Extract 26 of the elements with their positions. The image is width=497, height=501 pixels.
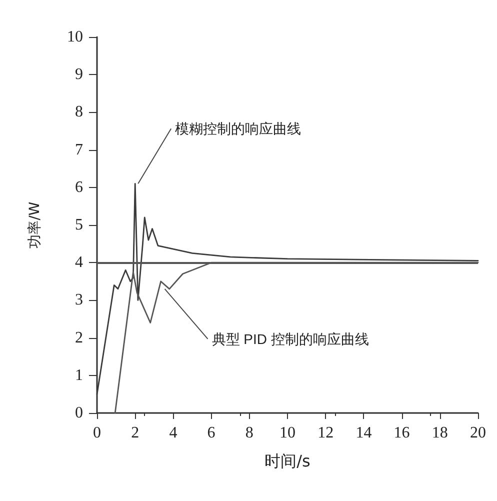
annotation: 典型 PID 控制的响应曲线 bbox=[212, 330, 369, 347]
y-tick-label: 6 bbox=[75, 178, 83, 196]
x-tick-label: 12 bbox=[318, 424, 334, 442]
y-tick-label: 8 bbox=[75, 104, 83, 121]
y-tick-label: 10 bbox=[67, 28, 83, 46]
x-tick-label: 2 bbox=[131, 424, 140, 442]
x-tick-label: 18 bbox=[432, 424, 448, 442]
x-tick-label: 20 bbox=[470, 424, 486, 442]
y-axis-title: 功率/W bbox=[27, 202, 43, 248]
y-tick-label: 4 bbox=[75, 254, 83, 272]
x-axis-title: 时间/s bbox=[264, 452, 310, 470]
x-tick-label: 14 bbox=[356, 424, 372, 442]
y-tick-label: 9 bbox=[75, 66, 83, 84]
y-tick-label: 7 bbox=[75, 141, 83, 158]
y-tick-label: 0 bbox=[75, 404, 83, 422]
x-tick-label: 0 bbox=[93, 424, 101, 442]
annotation: 模糊控制的响应曲线 bbox=[175, 120, 302, 137]
x-tick-label: 8 bbox=[245, 424, 254, 442]
x-tick-label: 6 bbox=[207, 424, 216, 442]
y-tick-label: 1 bbox=[75, 366, 83, 384]
y-tick-label: 5 bbox=[75, 216, 83, 234]
x-tick-label: 10 bbox=[280, 424, 296, 442]
y-tick-label: 2 bbox=[75, 329, 83, 346]
x-tick-label: 4 bbox=[169, 424, 178, 442]
y-tick-label: 3 bbox=[75, 292, 83, 309]
x-tick-label: 16 bbox=[394, 424, 410, 442]
